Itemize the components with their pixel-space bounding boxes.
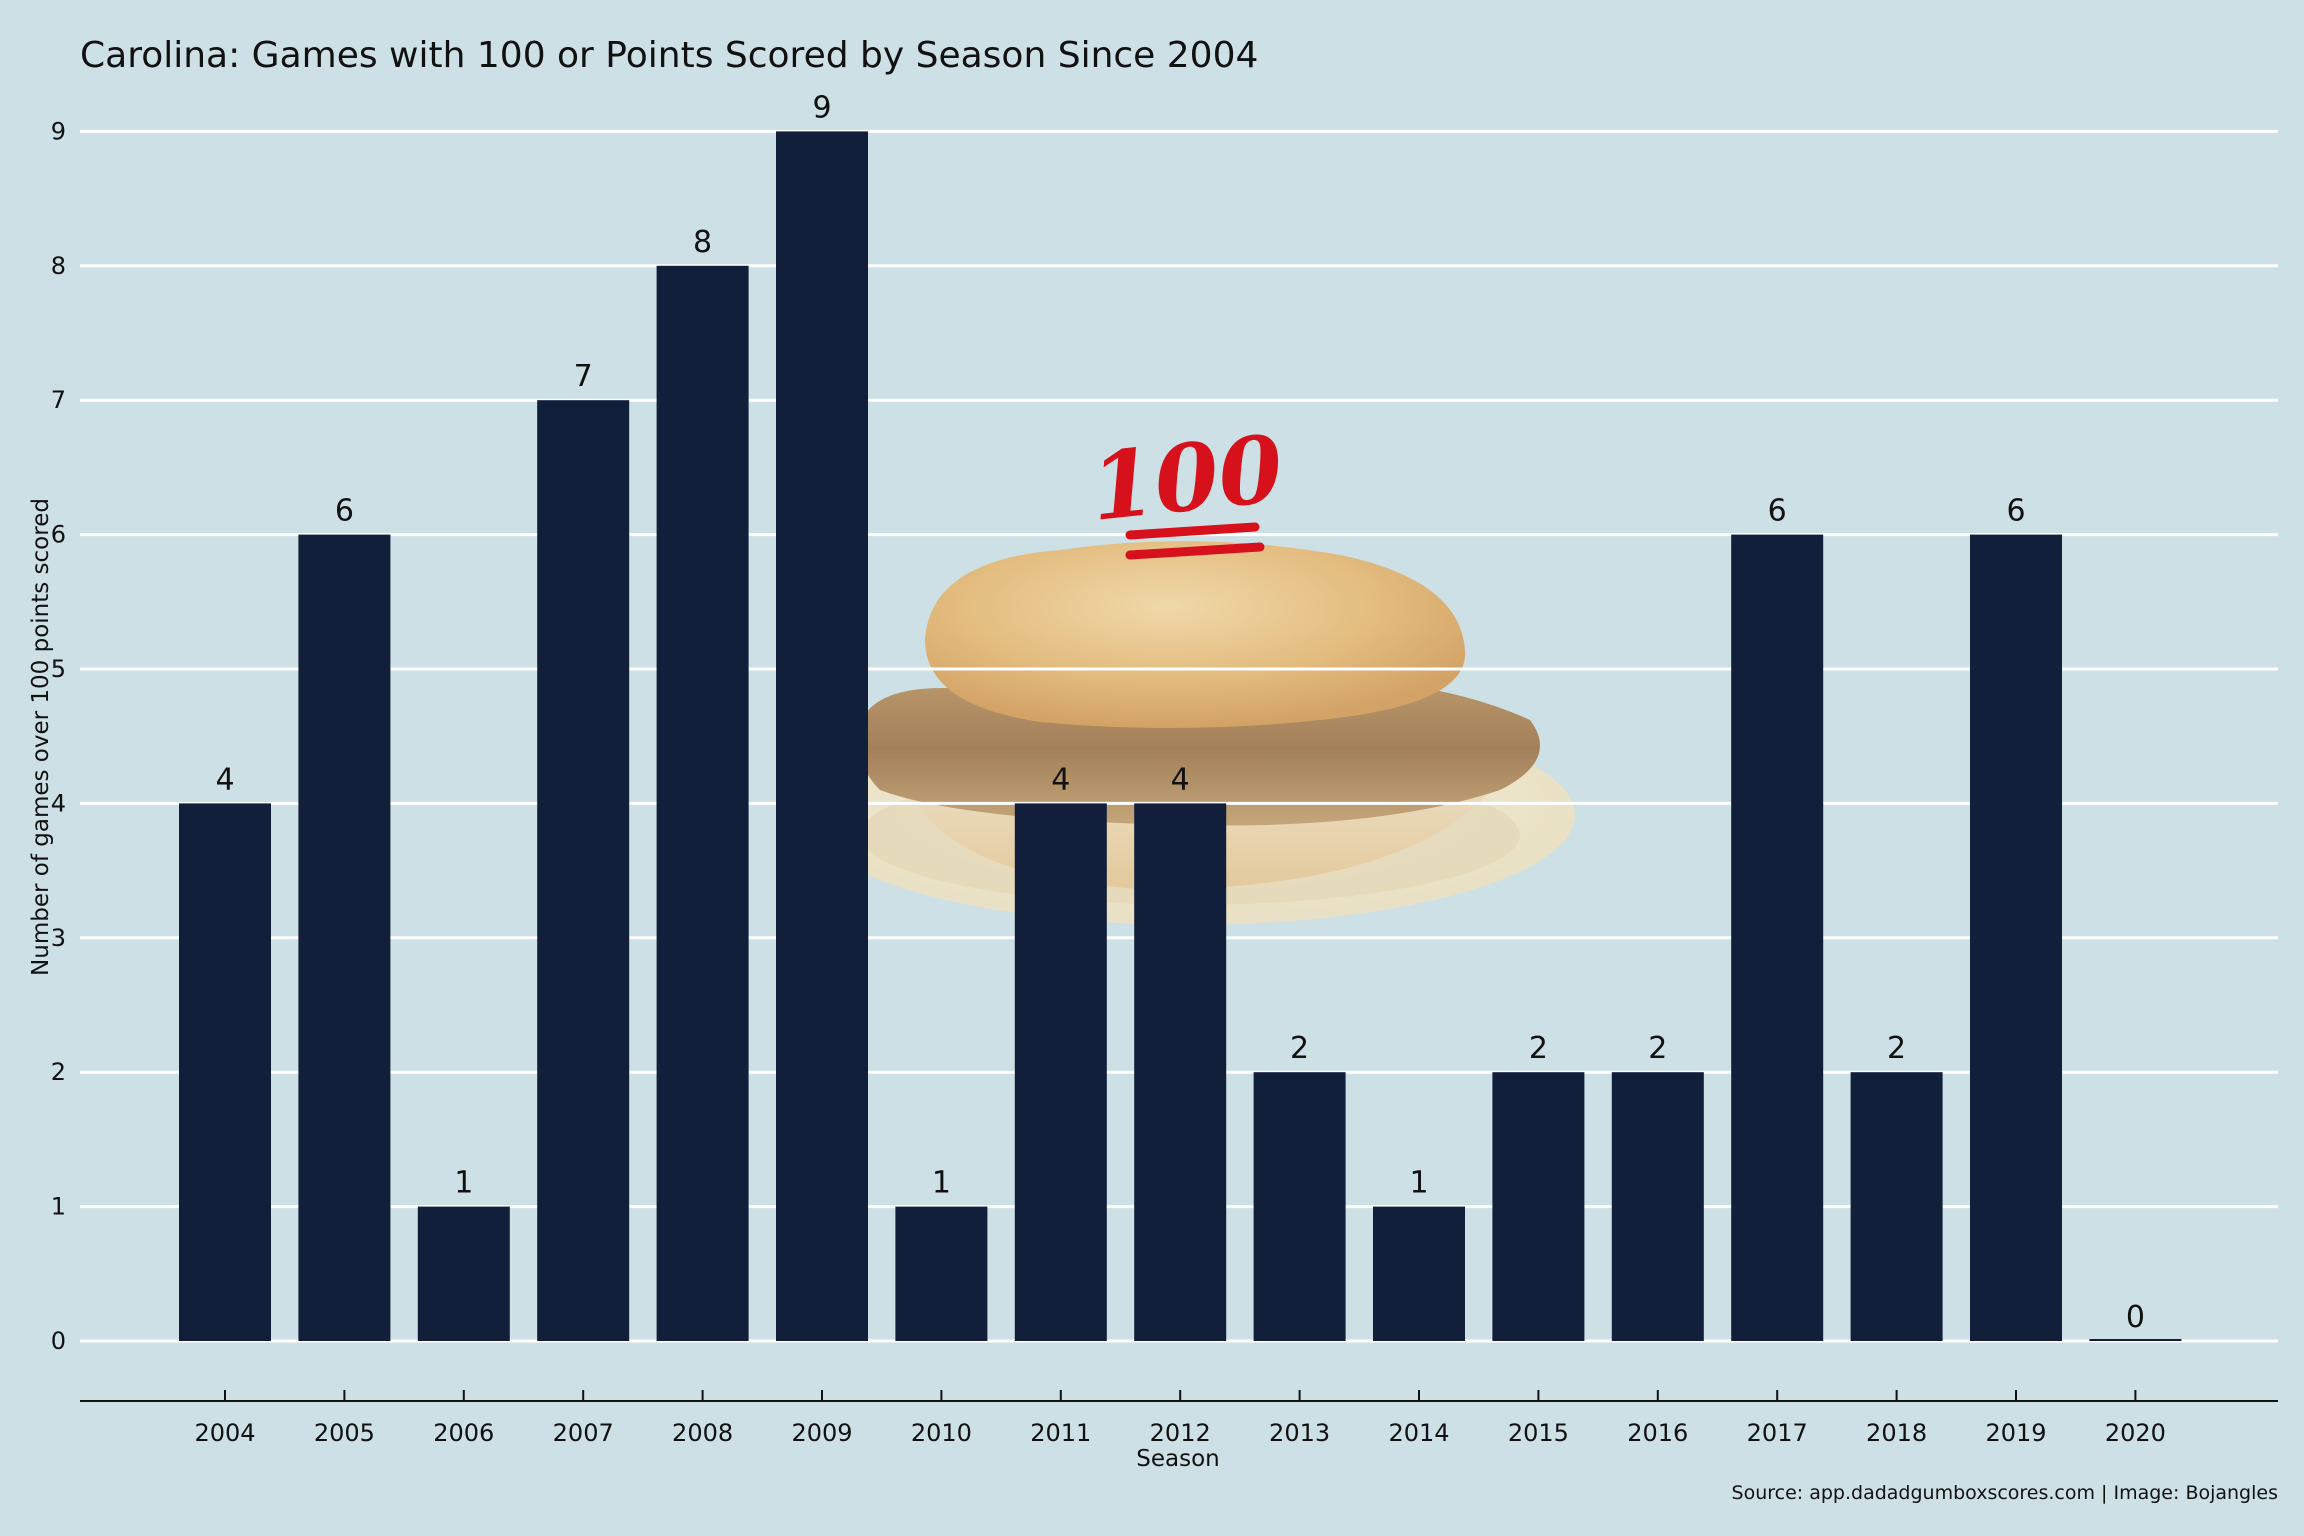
data-label: 2 <box>1648 1031 1667 1066</box>
bar <box>1850 1072 1943 1341</box>
y-tick-label: 8 <box>51 252 66 280</box>
data-label: 2 <box>1290 1031 1309 1066</box>
data-label: 4 <box>1051 762 1070 797</box>
y-tick-label: 1 <box>51 1193 66 1221</box>
x-tick-label: 2006 <box>433 1419 494 1447</box>
bar <box>1492 1072 1585 1341</box>
x-tick-label: 2007 <box>553 1419 614 1447</box>
x-tick-label: 2012 <box>1150 1419 1211 1447</box>
x-tick-label: 2015 <box>1508 1419 1569 1447</box>
x-tick-label: 2019 <box>1985 1419 2046 1447</box>
y-axis-ticks: 0 1 2 3 4 5 6 7 8 9 <box>51 117 66 1355</box>
x-axis-label: Season <box>1136 1446 1219 1472</box>
data-label: 1 <box>932 1166 951 1201</box>
bar <box>1253 1072 1346 1341</box>
top-biscuit-shape <box>925 541 1466 729</box>
data-label: 1 <box>454 1166 473 1201</box>
bar <box>179 803 271 1341</box>
x-tick-label: 2004 <box>194 1419 255 1447</box>
data-label: 2 <box>1529 1031 1548 1066</box>
bar <box>537 400 630 1341</box>
data-label: 1 <box>1409 1166 1428 1201</box>
source-caption: Source: app.dadadgumboxscores.com | Imag… <box>1732 1482 2278 1504</box>
data-label: 7 <box>574 359 593 394</box>
x-tick-label: 2008 <box>672 1419 733 1447</box>
hundred-emoji-underline-2 <box>1125 542 1265 560</box>
bar <box>1373 1206 1465 1341</box>
data-label: 0 <box>2126 1300 2145 1335</box>
bar <box>417 1206 510 1341</box>
bars <box>179 131 2182 1341</box>
y-tick-label: 9 <box>51 117 66 145</box>
bar <box>776 131 868 1341</box>
data-label: 6 <box>2006 494 2025 529</box>
bar <box>895 1206 988 1341</box>
y-tick-label: 5 <box>51 655 66 683</box>
data-label: 8 <box>693 225 712 260</box>
bar <box>1970 534 2062 1341</box>
hundred-points-emoji: 100 <box>1086 414 1288 560</box>
y-axis-label: Number of games over 100 points scored <box>28 498 54 976</box>
data-label: 6 <box>335 494 354 529</box>
bar <box>656 265 749 1341</box>
x-tick-label: 2014 <box>1388 1419 1449 1447</box>
hundred-emoji-underline-1 <box>1125 522 1260 540</box>
y-tick-label: 0 <box>51 1327 66 1355</box>
y-tick-label: 4 <box>51 789 66 817</box>
data-label: 2 <box>1887 1031 1906 1066</box>
bar <box>298 534 391 1341</box>
x-tick-label: 2005 <box>314 1419 375 1447</box>
y-tick-label: 6 <box>51 521 66 549</box>
data-labels: 4 6 1 7 8 9 1 4 4 2 1 2 2 6 2 6 0 <box>215 90 2144 1335</box>
x-tick-label: 2020 <box>2105 1419 2166 1447</box>
data-label: 4 <box>215 762 234 797</box>
x-tick-label: 2011 <box>1030 1419 1091 1447</box>
x-tick-label: 2017 <box>1747 1419 1808 1447</box>
chart-title: Carolina: Games with 100 or Points Score… <box>80 35 1258 76</box>
data-label: 9 <box>812 90 831 125</box>
data-label: 6 <box>1768 494 1787 529</box>
x-tick-label: 2016 <box>1627 1419 1688 1447</box>
y-tick-label: 3 <box>51 924 66 952</box>
x-tick-label: 2018 <box>1866 1419 1927 1447</box>
x-tick-label: 2009 <box>791 1419 852 1447</box>
x-axis-ticks: 2004 2005 2006 2007 2008 2009 2010 2011 2012 2013… <box>194 1390 2166 1447</box>
bar <box>2089 1339 2182 1341</box>
data-label: 4 <box>1171 762 1190 797</box>
bar <box>1611 1072 1704 1341</box>
y-tick-label: 7 <box>51 386 66 414</box>
x-tick-label: 2010 <box>911 1419 972 1447</box>
y-tick-label: 2 <box>51 1058 66 1086</box>
bar <box>1014 803 1107 1341</box>
bar <box>1134 803 1227 1341</box>
x-tick-label: 2013 <box>1269 1419 1330 1447</box>
hundred-emoji-text: 100 <box>1086 414 1288 541</box>
bar <box>1731 534 1824 1341</box>
